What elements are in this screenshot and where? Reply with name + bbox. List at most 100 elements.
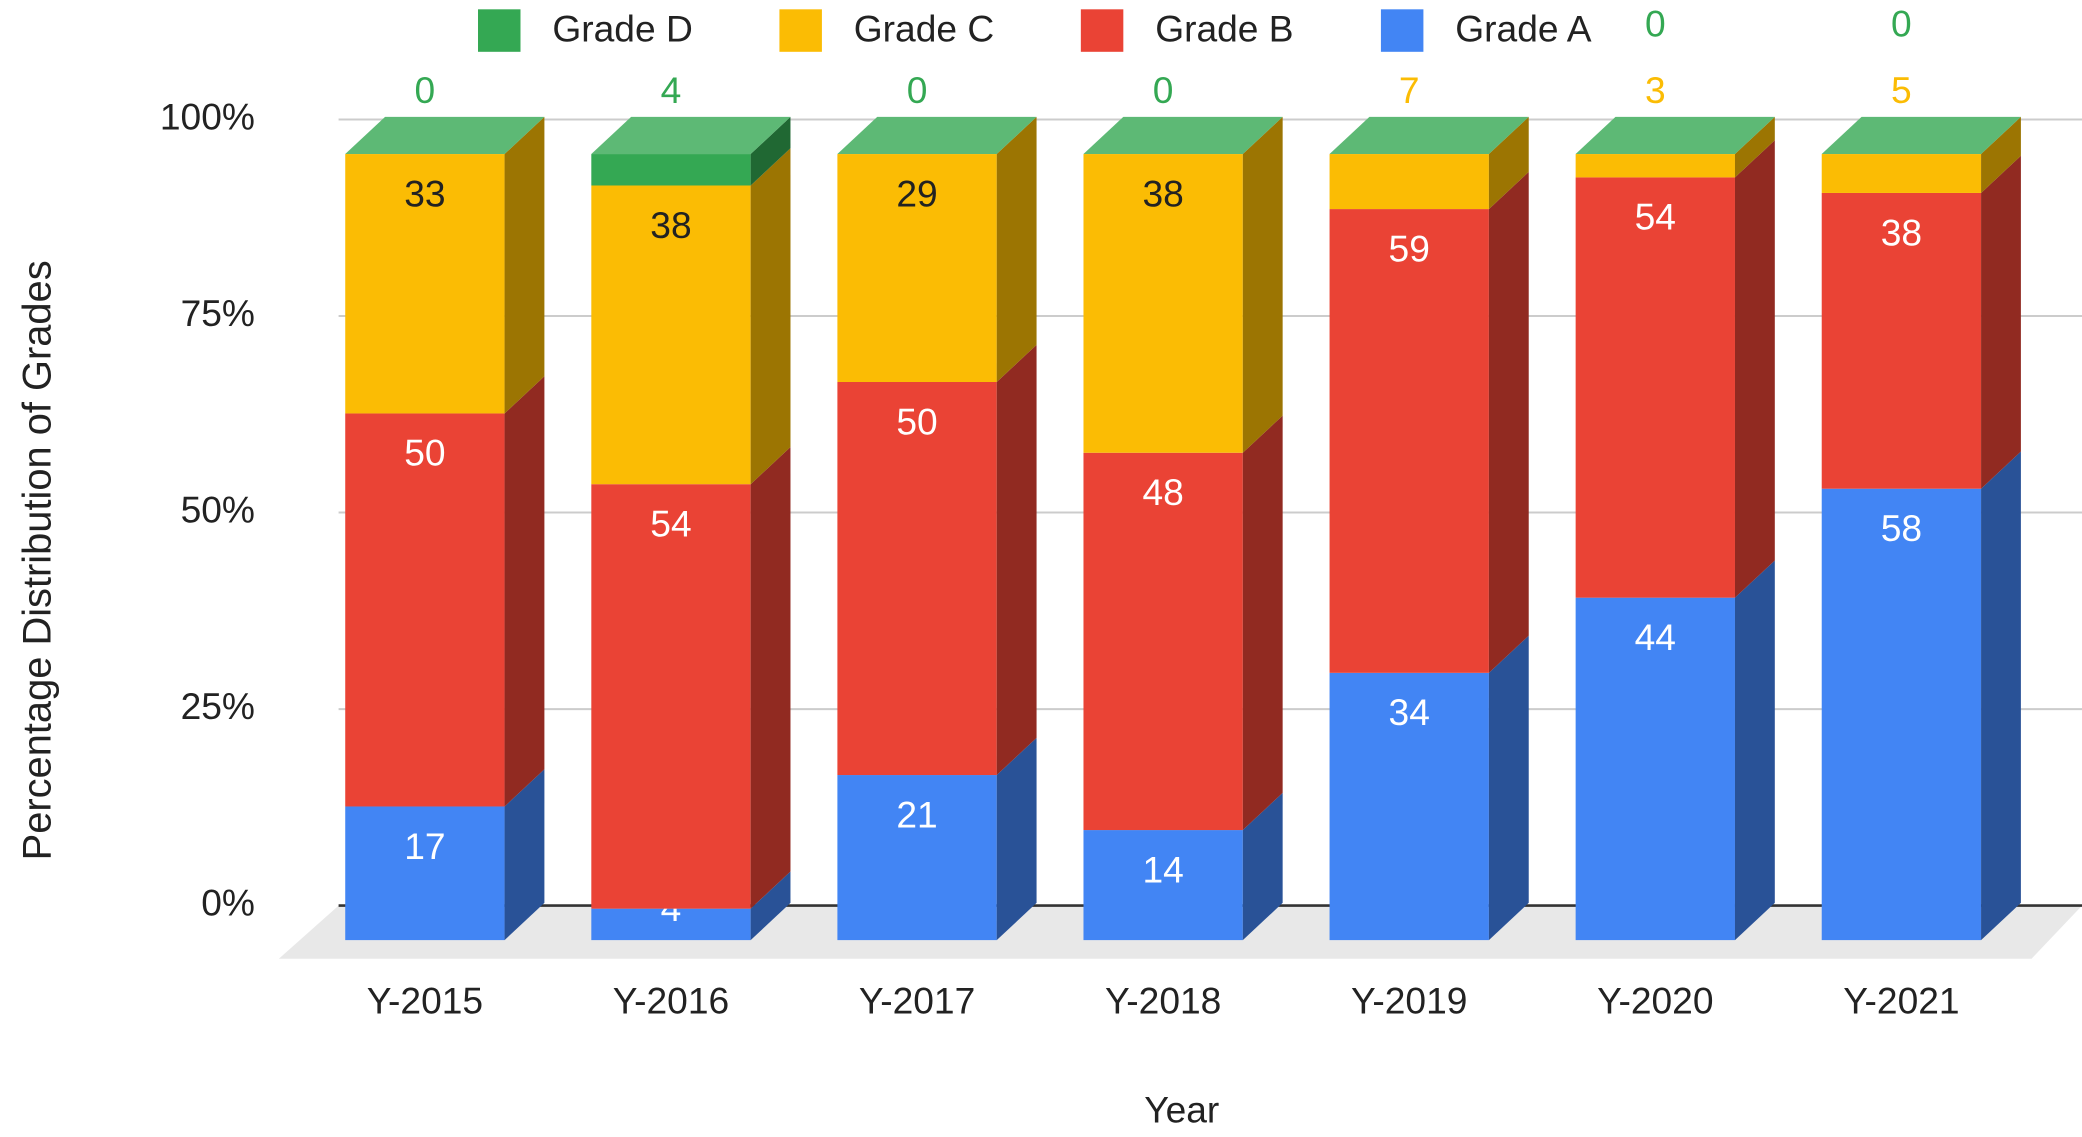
bar-side xyxy=(996,344,1037,776)
data-label: 21 xyxy=(896,793,937,835)
data-label: 4 xyxy=(661,69,682,111)
data-label: 38 xyxy=(1142,172,1183,214)
legend-label: Grade D xyxy=(552,8,692,50)
bar-segment xyxy=(1821,192,1982,489)
y-tick-label: 75% xyxy=(181,292,255,334)
bar-side xyxy=(750,871,791,941)
bar-side xyxy=(1242,415,1283,831)
x-tick-label: Y-2019 xyxy=(1351,980,1467,1022)
x-tick-label: Y-2015 xyxy=(367,980,483,1022)
bar-side xyxy=(1242,792,1283,941)
bar-segment xyxy=(345,413,505,807)
legend-swatch xyxy=(1380,9,1424,52)
data-label: 34 xyxy=(1389,691,1430,733)
data-label: 0 xyxy=(415,69,436,111)
bar-segment xyxy=(1083,830,1243,941)
data-label: 0 xyxy=(1153,69,1174,111)
x-tick-label: Y-2017 xyxy=(859,980,975,1022)
legend-label: Grade B xyxy=(1155,8,1293,50)
bar-side xyxy=(1981,116,2021,193)
data-label: 54 xyxy=(650,502,691,544)
bar-top xyxy=(837,116,1037,155)
bar-segment xyxy=(1575,597,1735,941)
bar-top xyxy=(1575,116,1775,155)
y-tick-label: 100% xyxy=(160,95,255,137)
bar-top xyxy=(345,116,545,155)
data-label: 3 xyxy=(1645,69,1666,111)
bar-top xyxy=(591,116,791,155)
legend-label: Grade A xyxy=(1455,8,1592,50)
bar-segment xyxy=(1329,672,1489,941)
x-tick-label: Y-2016 xyxy=(613,980,729,1022)
data-label: 0 xyxy=(1645,2,1666,44)
bar-side xyxy=(1981,155,2021,489)
y-tick-label: 0% xyxy=(201,881,255,923)
bar-segment xyxy=(837,382,997,776)
bar-segment xyxy=(837,775,997,941)
bar-segment xyxy=(1575,177,1735,598)
data-label: 50 xyxy=(404,432,445,474)
bar-segment xyxy=(1329,209,1489,673)
bar-side xyxy=(750,447,791,909)
bar-segment xyxy=(591,154,751,186)
data-label: 14 xyxy=(1142,848,1183,890)
bar-side xyxy=(504,769,545,941)
bar-side xyxy=(1242,116,1283,453)
bar-segment xyxy=(1821,488,1982,941)
y-axis-title: Percentage Distribution of Grades xyxy=(15,260,59,860)
bar-top xyxy=(1821,116,2021,155)
bar-segment xyxy=(1329,154,1489,210)
x-tick-label: Y-2020 xyxy=(1597,980,1713,1022)
bar-segment xyxy=(591,185,751,485)
y-tick-label: 25% xyxy=(181,685,255,727)
data-label: 29 xyxy=(896,172,937,214)
bar-side xyxy=(1488,116,1529,210)
bar-segment xyxy=(591,908,751,941)
bar-side xyxy=(996,116,1037,383)
data-label: 59 xyxy=(1389,227,1430,269)
bar-side xyxy=(750,148,791,485)
x-axis-title: Year xyxy=(1144,1089,1219,1131)
legend-swatch xyxy=(779,9,822,52)
bar-side xyxy=(1488,635,1529,941)
bar-segment xyxy=(345,154,505,414)
data-label: 0 xyxy=(1891,2,1912,44)
data-label: 0 xyxy=(907,69,928,111)
data-label: 50 xyxy=(896,400,937,442)
data-label: 5 xyxy=(1891,69,1912,111)
x-tick-label: Y-2021 xyxy=(1843,980,1959,1022)
data-label: 44 xyxy=(1635,616,1676,658)
bar-side xyxy=(1734,116,1775,178)
bar-side xyxy=(1981,451,2021,941)
data-label: 17 xyxy=(404,825,445,867)
bar-side xyxy=(504,116,545,414)
data-label: 38 xyxy=(650,204,691,246)
bar-segment xyxy=(345,806,505,941)
bar-side xyxy=(1734,560,1775,941)
bar-side xyxy=(1734,140,1775,598)
data-label: 7 xyxy=(1399,69,1420,111)
data-label: 33 xyxy=(404,172,445,214)
bar-segment xyxy=(1083,452,1243,831)
bar-segment xyxy=(1821,154,1982,193)
bar-side xyxy=(504,376,545,807)
bar-segment xyxy=(591,484,751,909)
bar-side xyxy=(1488,171,1529,673)
bar-top xyxy=(1329,116,1529,155)
data-label: 38 xyxy=(1881,211,1922,253)
bar-top xyxy=(1083,116,1283,155)
data-label: 58 xyxy=(1881,507,1922,549)
legend-label: Grade C xyxy=(854,8,994,50)
legend-swatch xyxy=(1080,9,1124,52)
bar-side xyxy=(750,116,791,186)
x-tick-label: Y-2018 xyxy=(1105,980,1221,1022)
legend-swatch xyxy=(478,9,521,52)
data-label: 54 xyxy=(1635,196,1676,238)
bar-segment xyxy=(1575,154,1735,178)
bar-segment xyxy=(837,154,997,383)
y-tick-label: 50% xyxy=(181,488,255,530)
bar-segment xyxy=(1083,154,1243,453)
bar-side xyxy=(996,737,1037,941)
data-label: 48 xyxy=(1142,471,1183,513)
